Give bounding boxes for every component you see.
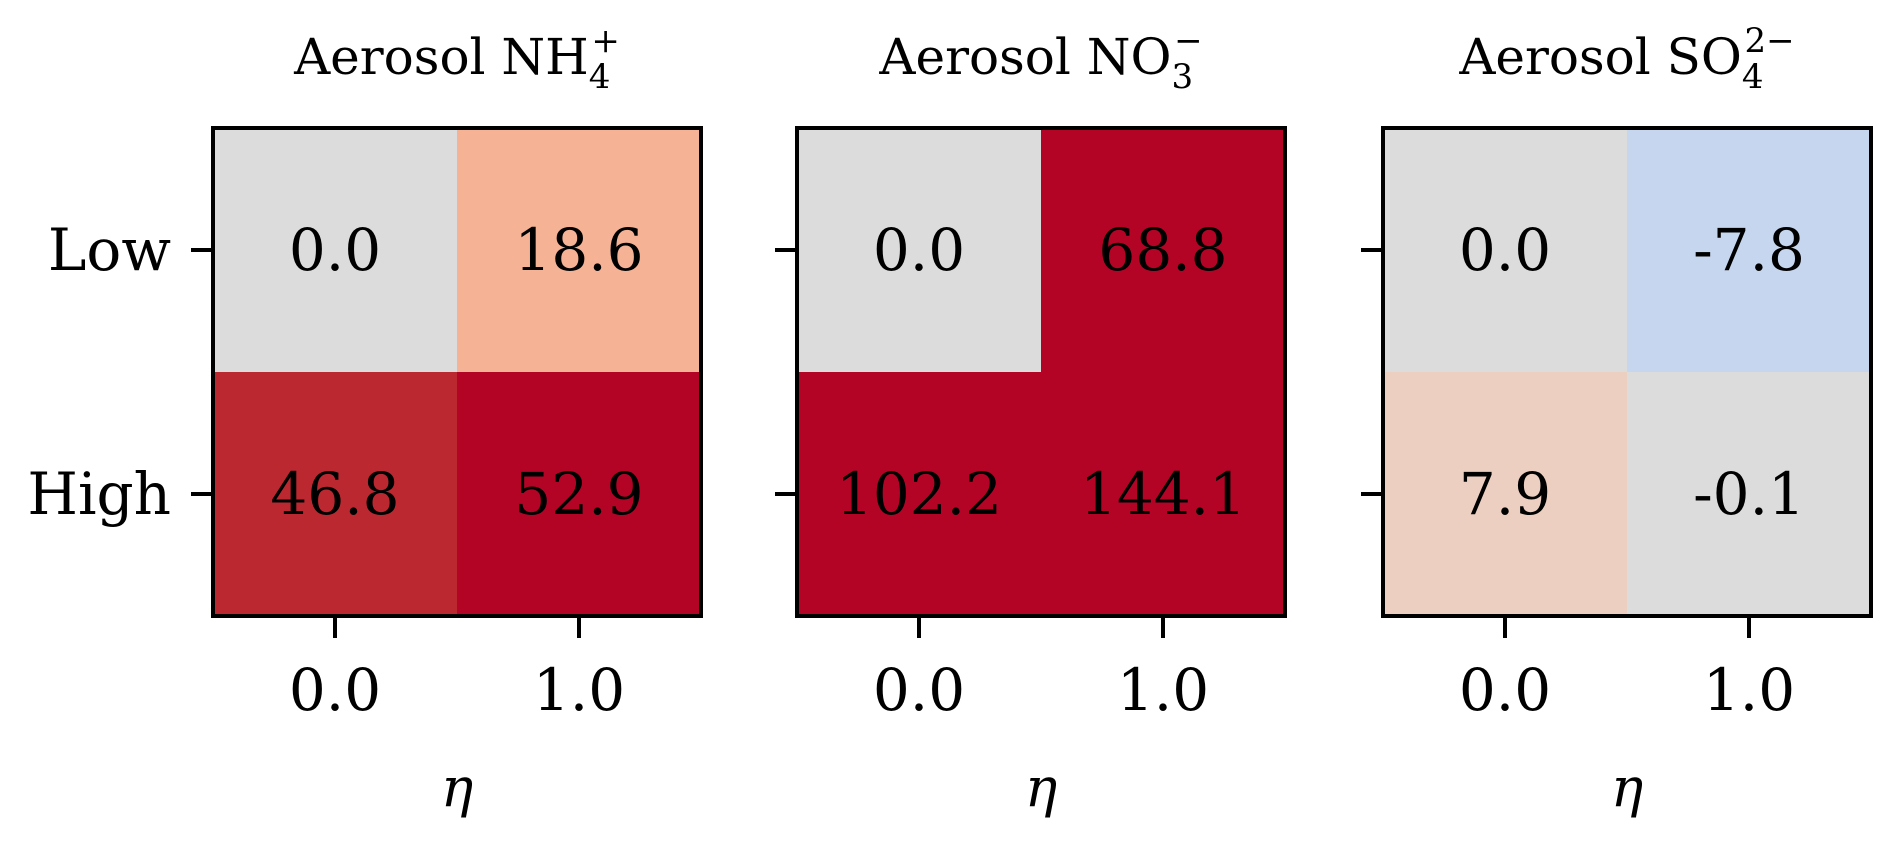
heatmap-cell — [457, 128, 701, 372]
x-axis-label: η — [1025, 756, 1057, 819]
heatmap-cell — [1627, 372, 1871, 616]
x-tick-label: 0.0 — [289, 656, 381, 724]
heatmap-cell — [1041, 128, 1285, 372]
cell-value-label: -0.1 — [1693, 460, 1805, 528]
x-axis-label: η — [1611, 756, 1643, 819]
heatmap-cell — [457, 372, 701, 616]
x-axis-label: η — [441, 756, 473, 819]
x-tick-label: 0.0 — [1459, 656, 1551, 724]
heatmap-cell — [1627, 128, 1871, 372]
panel-title: Aerosol NO3− — [878, 21, 1202, 97]
x-tick-label: 1.0 — [1703, 656, 1795, 724]
x-tick-label: 1.0 — [533, 656, 625, 724]
x-tick-label: 1.0 — [1117, 656, 1209, 724]
heatmap-cell — [213, 372, 457, 616]
heatmap-panel-3: 0.0 -7.8 7.9 -0.1 0.0 1.0 η Aerosol SO42− — [1361, 21, 1873, 819]
heatmap-panel-1: 0.0 18.6 46.8 52.9 Low High 0.0 1.0 η Aerosol NH4… — [27, 21, 703, 819]
heatmap-cell — [797, 372, 1041, 616]
panel-frame — [1381, 126, 1873, 618]
heatmap-cell — [213, 128, 457, 372]
panel-frame — [211, 126, 703, 618]
cell-value-label: 0.0 — [1459, 216, 1551, 284]
cell-value-label: 52.9 — [514, 460, 643, 528]
cell-value-label: 46.8 — [270, 460, 399, 528]
heatmap-cell — [1383, 128, 1627, 372]
panel-frame — [795, 126, 1287, 618]
x-tick-label: 0.0 — [873, 656, 965, 724]
heatmap-cell — [797, 128, 1041, 372]
panel-title: Aerosol SO42− — [1458, 21, 1794, 97]
y-tick-label: High — [27, 460, 171, 528]
cell-value-label: 144.1 — [1080, 460, 1246, 528]
heatmap-cell — [1041, 372, 1285, 616]
cell-value-label: 0.0 — [289, 216, 381, 284]
cell-value-label: 18.6 — [514, 216, 643, 284]
heatmap-cell — [1383, 372, 1627, 616]
cell-value-label: -7.8 — [1693, 216, 1805, 284]
cell-value-label: 7.9 — [1459, 460, 1551, 528]
cell-value-label: 68.8 — [1098, 216, 1227, 284]
cell-value-label: 0.0 — [873, 216, 965, 284]
cell-value-label: 102.2 — [836, 460, 1002, 528]
panel-title: Aerosol NH4+ — [293, 21, 620, 97]
heatmap-panel-2: 0.0 68.8 102.2 144.1 0.0 1.0 η Aerosol NO3− — [775, 21, 1287, 819]
y-tick-label: Low — [48, 216, 171, 284]
